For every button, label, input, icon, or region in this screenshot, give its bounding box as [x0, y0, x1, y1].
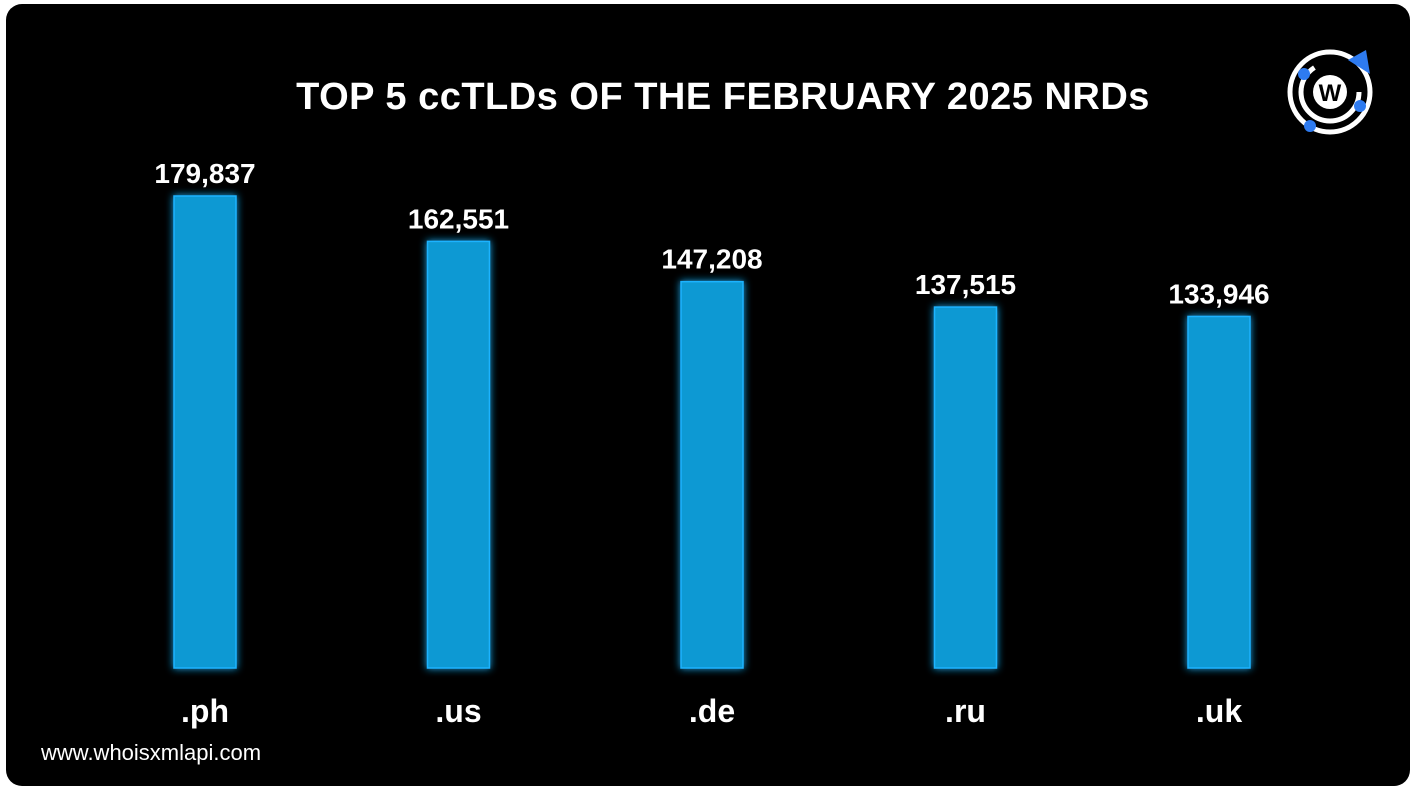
data-label-uk: 133,946 [1168, 278, 1269, 309]
category-label-ph: .ph [181, 693, 229, 729]
bar-us [426, 240, 491, 669]
whoisxmlapi-logo-icon: W [1287, 49, 1373, 135]
bar-de [680, 280, 744, 669]
chart-title: TOP 5 ccTLDs OF THE FEBRUARY 2025 NRDs [296, 76, 1150, 118]
logo-letter: W [1319, 80, 1342, 107]
category-label-ru: .ru [945, 693, 986, 729]
chart-card: TOP 5 ccTLDs OF THE FEBRUARY 2025 NRDs W… [6, 4, 1410, 786]
bar-ph [173, 195, 237, 669]
bar-uk [1187, 315, 1251, 669]
bar-plot: 179,837 .ph 162,551 .us 147,208 .de 137,515 .ru… [154, 158, 1269, 729]
data-label-de: 147,208 [661, 244, 762, 275]
bar-ru [933, 306, 998, 669]
data-label-ph: 179,837 [154, 158, 255, 189]
data-label-ru: 137,515 [915, 269, 1016, 300]
category-label-us: .us [435, 693, 481, 729]
category-label-de: .de [689, 693, 735, 729]
category-label-uk: .uk [1196, 693, 1242, 729]
data-label-us: 162,551 [408, 203, 509, 234]
website-watermark: www.whoisxmlapi.com [41, 740, 262, 765]
